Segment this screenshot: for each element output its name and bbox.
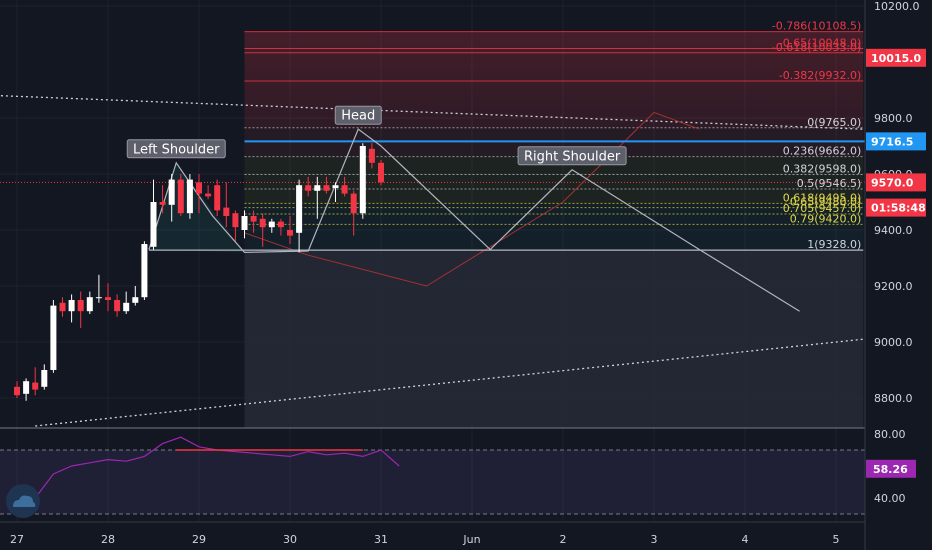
pattern-path [148,128,800,312]
candle-body [159,202,166,205]
pattern-label-box [334,105,382,125]
price-axis-tick-label: 9200.0 [874,280,913,293]
candle-body [86,297,93,312]
price-axis-panel [865,0,932,550]
fib-level-label: 0.79(9420.0) [790,212,862,225]
price-axis-tick-label: 9400.0 [874,224,913,237]
price-axis-tick-label: 10200.0 [874,0,920,13]
candle-body [205,193,212,197]
rsi-band [0,450,865,514]
fib-level-label: 0.5(9546.5) [797,177,862,190]
candle-body [59,302,66,312]
candle-body [77,300,84,312]
candle-body [296,185,303,233]
price-tag [866,198,926,217]
fib-level-label: 0.236(9662.0) [783,145,862,158]
pattern-label-box [517,146,627,166]
candle-body [232,213,239,228]
fib-level-label: 0.705(9457.0) [783,202,862,215]
price-tag-label: 01:58:48 [871,202,926,215]
price-tag-label: 9716.5 [871,135,913,148]
fib-level-label: 0.65(9480.0) [790,196,862,209]
candle-body [350,193,357,214]
candle-body [14,386,20,396]
fib-level-label: -0.786(10108.5) [772,20,862,33]
fib-level-label: -0.65(10048.0) [779,37,862,50]
time-axis-tick-label: 2 [560,533,567,546]
candle-body [150,202,157,247]
candle-body [332,185,339,188]
candle-body [323,185,330,191]
projection-zone [244,250,864,428]
fib-level-label: 0(9765.0) [807,116,861,129]
fib-level-label: 1(9328.0) [807,238,861,251]
candle-body [314,185,321,191]
candle-body [50,305,57,370]
trend-line [35,338,864,427]
rsi-value-label: 58.26 [873,463,908,476]
candle-body [132,297,139,303]
price-axis-tick-label: 9800.0 [874,112,913,125]
price-tag-label: 10015.0 [871,52,921,65]
candle-body [105,297,111,300]
time-axis-tick-label: 29 [192,533,206,546]
candle-body [223,207,230,216]
candle-body [287,230,293,236]
candle-body [368,148,375,163]
candle-body [123,302,130,312]
time-axis-tick-label: 30 [283,533,297,546]
time-axis-tick-label: 5 [833,533,840,546]
candle-body [196,182,202,194]
candle-body [359,146,366,214]
candle-body [268,221,275,228]
price-axis-tick-label: 8800.0 [874,392,913,405]
candle-body [95,297,102,299]
candle-body [277,221,284,228]
candle-body [305,185,312,191]
price-tag-label: 9570.0 [871,176,914,189]
tradingview-cloud-icon[interactable] [6,484,40,518]
rsi-value-tag [866,459,916,478]
candle-body [41,370,48,387]
trend-line [0,95,864,130]
candle-body [214,185,221,211]
fib-level-label: -0.382(9932.0) [779,69,862,82]
rsi-line [16,436,400,507]
candle-body [259,218,266,228]
price-tag [866,173,926,192]
candle-body [168,179,175,205]
time-axis-tick-label: 31 [374,533,388,546]
time-axis-tick-label: Jun [462,533,480,546]
pattern-label: Left Shoulder [133,142,220,157]
time-axis-tick-label: 28 [101,533,115,546]
fib-level-label: 0.618(9495.0) [783,191,862,204]
pattern-label: Right Shoulder [524,149,621,164]
pattern-label: Head [341,109,375,124]
candle-body [341,185,348,194]
fib-zone-low [244,203,864,251]
candle-body [141,244,148,298]
candle-body [250,216,257,222]
price-tag [866,132,926,151]
time-axis-tick-label: 4 [742,533,749,546]
candle-body [378,162,384,183]
candle-body [186,179,193,214]
price-axis-tick-label: 9000.0 [874,336,913,349]
candle-body [177,179,184,214]
fib-level-label: -0.618(10033.0) [772,41,862,54]
candle-body [32,382,39,390]
time-axis-tick-label: 27 [10,533,24,546]
candle-body [241,216,248,230]
rsi-axis-tick-label: 80.00 [874,428,906,441]
candle-body [114,300,121,312]
rsi-axis-tick-label: 40.00 [874,492,906,505]
time-axis-tick-label: 3 [651,533,658,546]
fib-level-label: 0.382(9598.0) [783,163,862,176]
price-tag [866,48,926,67]
candle-body [23,381,30,394]
candle-body [68,300,75,312]
pattern-label-box [126,139,226,159]
